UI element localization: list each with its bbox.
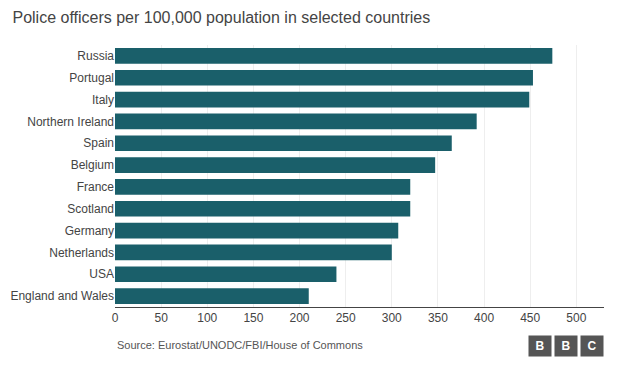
svg-text:Police officers per 100,000 po: Police officers per 100,000 population i… (12, 9, 430, 26)
svg-text:300: 300 (382, 311, 402, 325)
svg-text:Portugal: Portugal (69, 71, 114, 85)
svg-text:350: 350 (428, 311, 448, 325)
svg-text:250: 250 (336, 311, 356, 325)
svg-text:100: 100 (197, 311, 217, 325)
svg-text:Germany: Germany (65, 224, 114, 238)
svg-text:Scotland: Scotland (67, 202, 114, 216)
svg-text:Netherlands: Netherlands (49, 246, 114, 260)
svg-text:USA: USA (89, 267, 114, 281)
svg-text:Italy: Italy (92, 93, 114, 107)
svg-text:450: 450 (520, 311, 540, 325)
svg-text:Spain: Spain (83, 136, 114, 150)
svg-text:Belgium: Belgium (71, 158, 114, 172)
svg-text:France: France (77, 180, 115, 194)
svg-text:Russia: Russia (77, 49, 114, 63)
svg-text:200: 200 (290, 311, 310, 325)
svg-text:500: 500 (566, 311, 586, 325)
svg-text:Source: Eurostat/UNODC/FBI/Hou: Source: Eurostat/UNODC/FBI/House of Comm… (117, 339, 363, 351)
svg-text:B: B (536, 339, 545, 353)
svg-text:0: 0 (112, 311, 119, 325)
svg-text:C: C (588, 339, 597, 353)
svg-text:150: 150 (243, 311, 263, 325)
svg-text:400: 400 (474, 311, 494, 325)
svg-text:Northern Ireland: Northern Ireland (27, 115, 114, 129)
svg-text:England and Wales: England and Wales (10, 289, 114, 303)
svg-text:B: B (562, 339, 571, 353)
svg-text:50: 50 (154, 311, 168, 325)
